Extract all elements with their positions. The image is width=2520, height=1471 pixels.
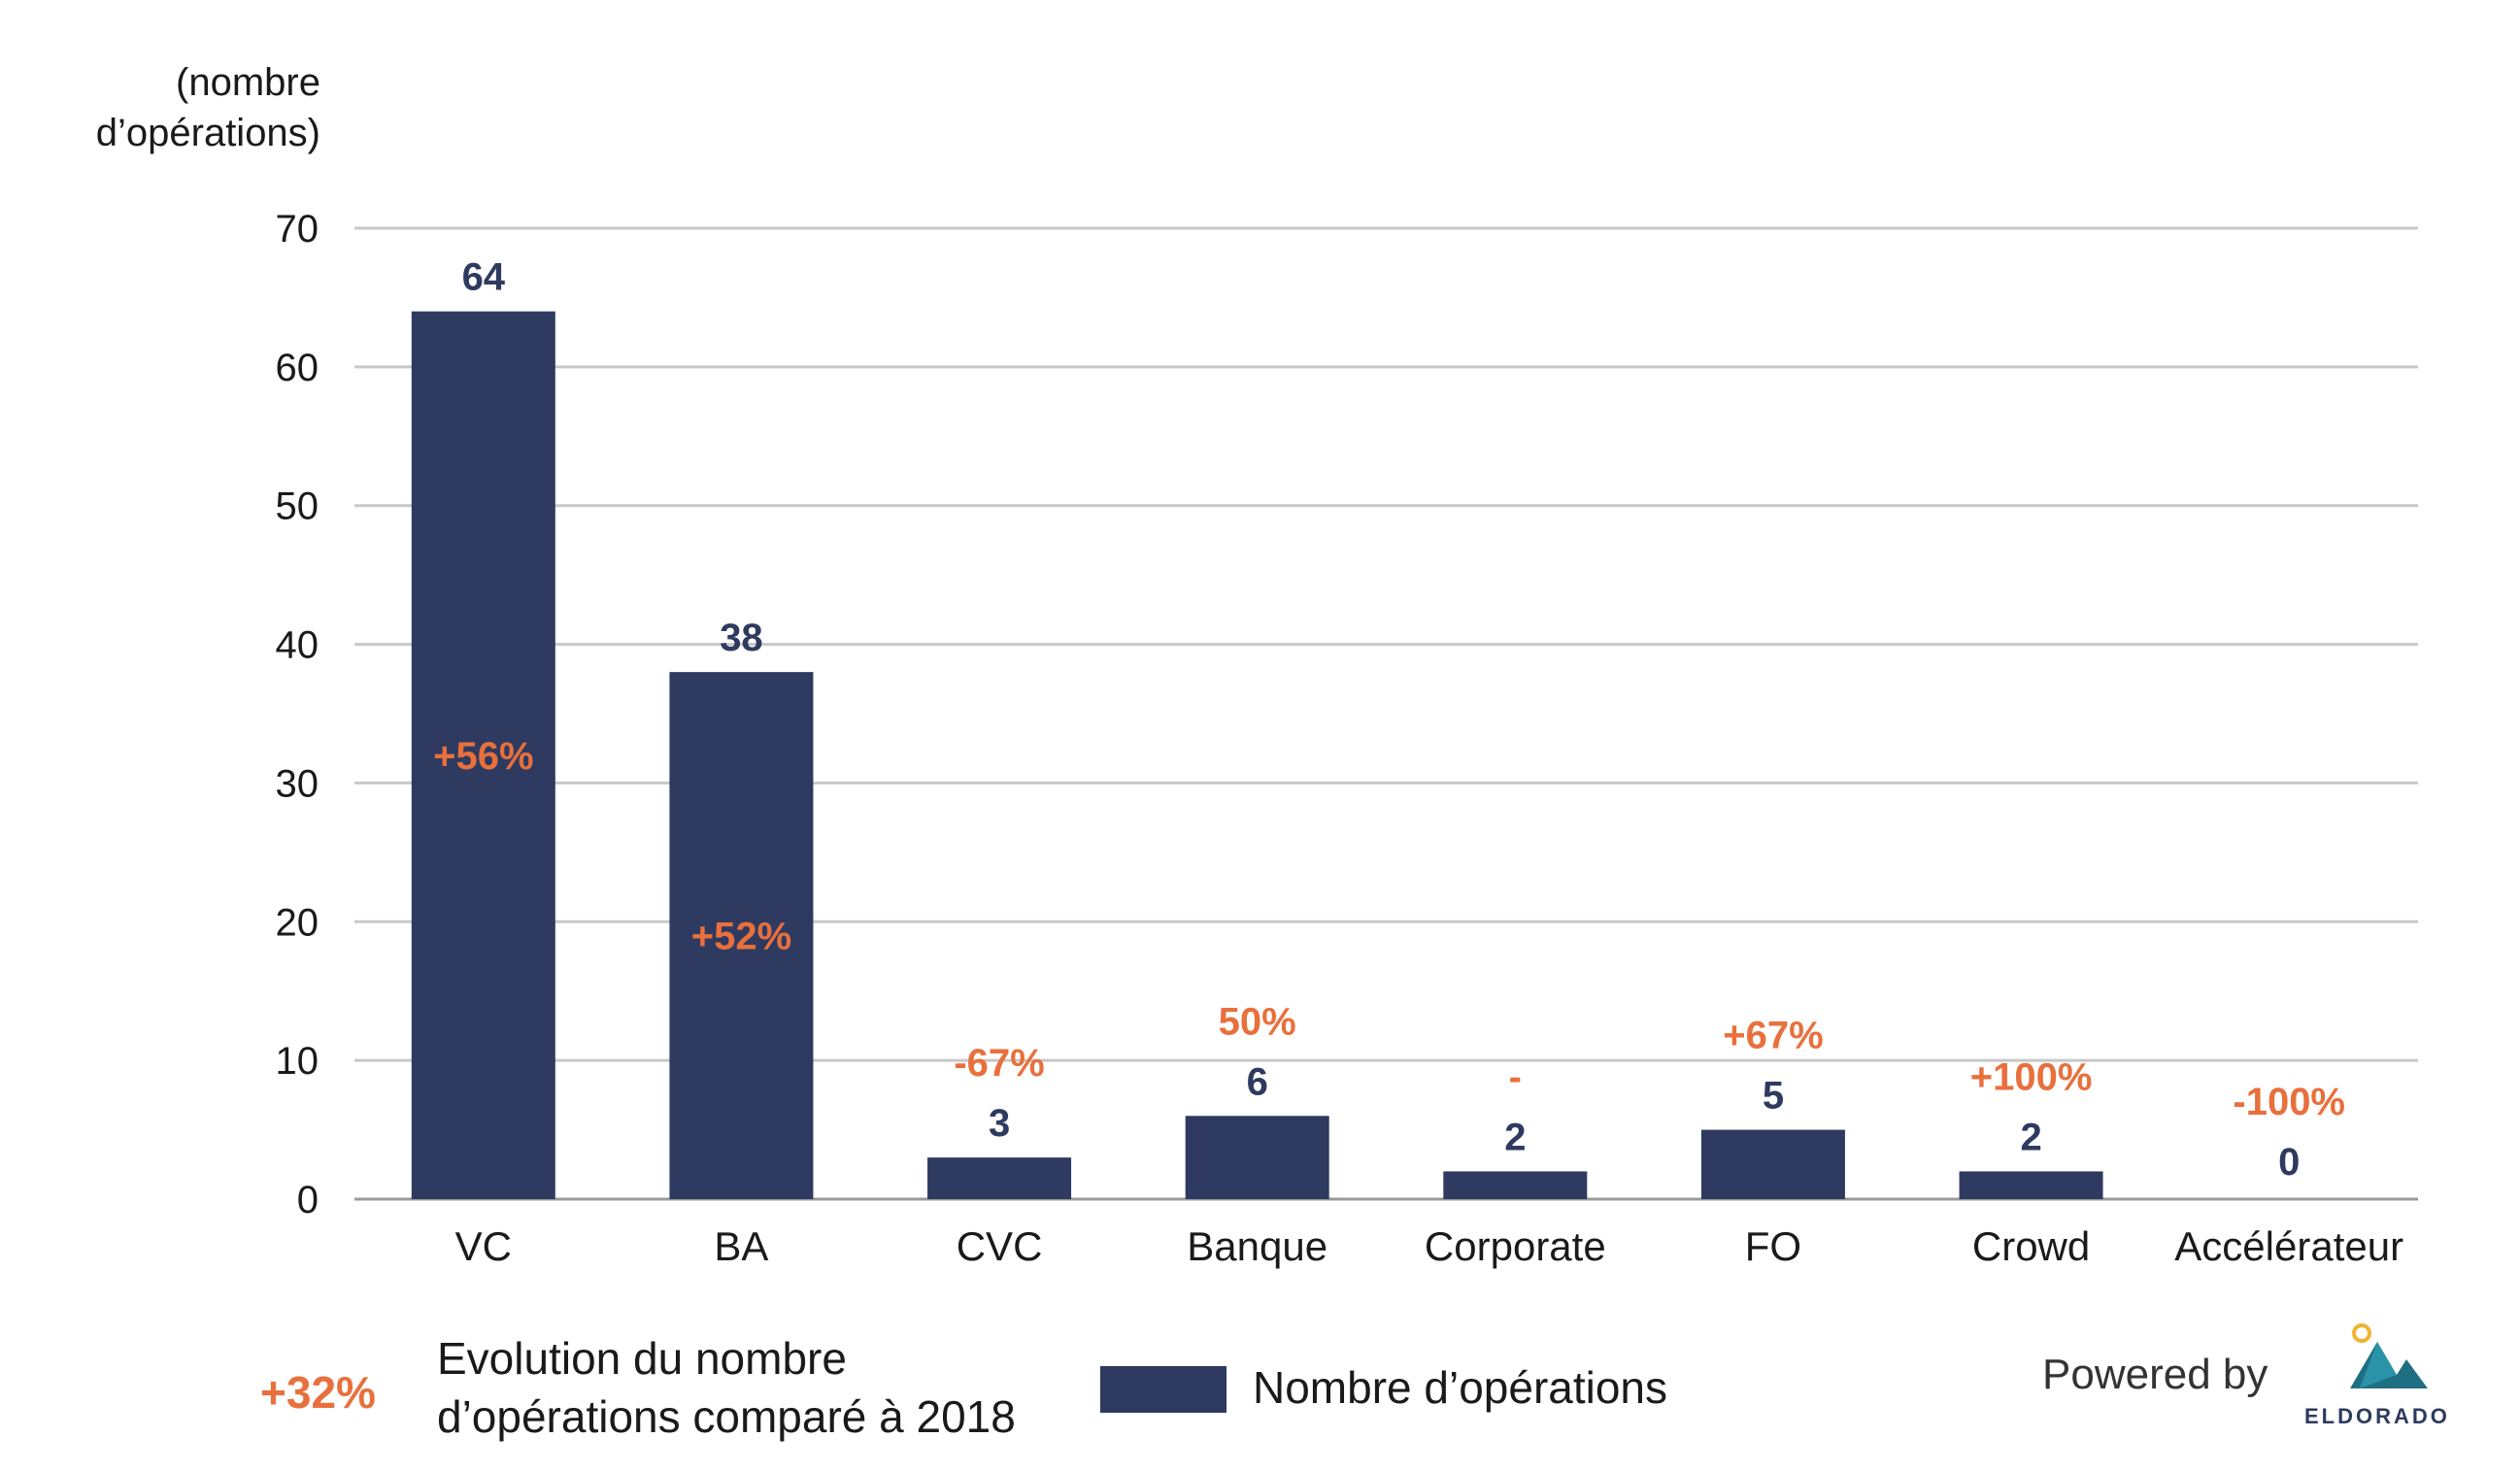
data-labels: 64 +56% 38 +52% 3 -67% 6 50% 2 - 5 +67% 2 +100% 0 -100%	[433, 256, 2345, 1184]
legend-series-label: Nombre d’opérations	[1253, 1362, 1667, 1413]
bar	[1185, 1116, 1329, 1199]
bar-value-label: 5	[1763, 1075, 1784, 1118]
y-axis-title: (nombre d’opérations)	[96, 61, 320, 154]
branding: Powered by ELDORADO	[2042, 1323, 2450, 1428]
x-axis-categories: VC BA CVC Banque Corporate FO Crowd Accélérateu…	[455, 1223, 2403, 1269]
bar	[1443, 1171, 1588, 1199]
bar	[669, 672, 814, 1199]
legend: +32% Evolution du nombre d’opérations co…	[260, 1333, 1667, 1442]
y-tick-label: 30	[276, 762, 319, 805]
x-category-label: Banque	[1187, 1223, 1327, 1269]
x-category-label: Crowd	[1972, 1223, 2090, 1269]
bar	[927, 1157, 1072, 1199]
brand-logo-text: ELDORADO	[2304, 1404, 2450, 1428]
x-category-label: CVC	[957, 1223, 1043, 1269]
evolution-label: 50%	[1219, 1000, 1296, 1043]
legend-evolution-text-line-2: d’opérations comparé à 2018	[437, 1391, 1016, 1442]
powered-by-text: Powered by	[2042, 1351, 2268, 1398]
x-category-label: FO	[1745, 1223, 1801, 1269]
evolution-label: +56%	[433, 735, 533, 778]
bar	[1700, 1129, 1845, 1199]
evolution-label: -67%	[954, 1042, 1044, 1085]
evolution-label: +67%	[1723, 1015, 1823, 1057]
bar	[411, 311, 555, 1199]
legend-series-swatch	[1100, 1366, 1226, 1413]
evolution-label: -100%	[2233, 1081, 2345, 1123]
y-axis-ticks: 0 10 20 30 40 50 60 70	[276, 208, 319, 1221]
y-tick-label: 70	[276, 208, 319, 251]
x-category-label: Accélérateur	[2174, 1223, 2403, 1269]
bar-value-label: 64	[462, 256, 506, 299]
evolution-label: +100%	[1970, 1055, 2093, 1098]
bar-value-label: 38	[720, 617, 763, 659]
eldorado-mountain-logo-icon	[2350, 1323, 2428, 1388]
x-category-label: VC	[455, 1223, 512, 1269]
bar-value-label: 6	[1247, 1060, 1268, 1103]
y-tick-label: 0	[297, 1179, 319, 1221]
gridlines	[354, 226, 2418, 1201]
bar	[1959, 1171, 2103, 1199]
bar-value-label: 3	[989, 1102, 1010, 1145]
bar-value-label: 2	[2020, 1116, 2041, 1158]
y-tick-label: 40	[276, 624, 319, 667]
evolution-label: +52%	[691, 916, 791, 958]
x-category-label: Corporate	[1425, 1223, 1606, 1269]
y-tick-label: 20	[276, 901, 319, 944]
x-category-label: BA	[714, 1223, 768, 1269]
y-tick-label: 60	[276, 347, 319, 389]
legend-evolution-value: +32%	[260, 1367, 376, 1418]
legend-evolution-text-line-1: Evolution du nombre	[437, 1333, 847, 1384]
bar-value-label: 2	[1504, 1116, 1526, 1158]
y-tick-label: 10	[276, 1040, 319, 1083]
y-tick-label: 50	[276, 485, 319, 528]
y-axis-title-line-1: (nombre	[176, 61, 320, 104]
bars	[411, 311, 2103, 1199]
y-axis-title-line-2: d’opérations)	[96, 112, 320, 154]
evolution-label: -	[1509, 1055, 1522, 1098]
bar-value-label: 0	[2278, 1141, 2300, 1184]
